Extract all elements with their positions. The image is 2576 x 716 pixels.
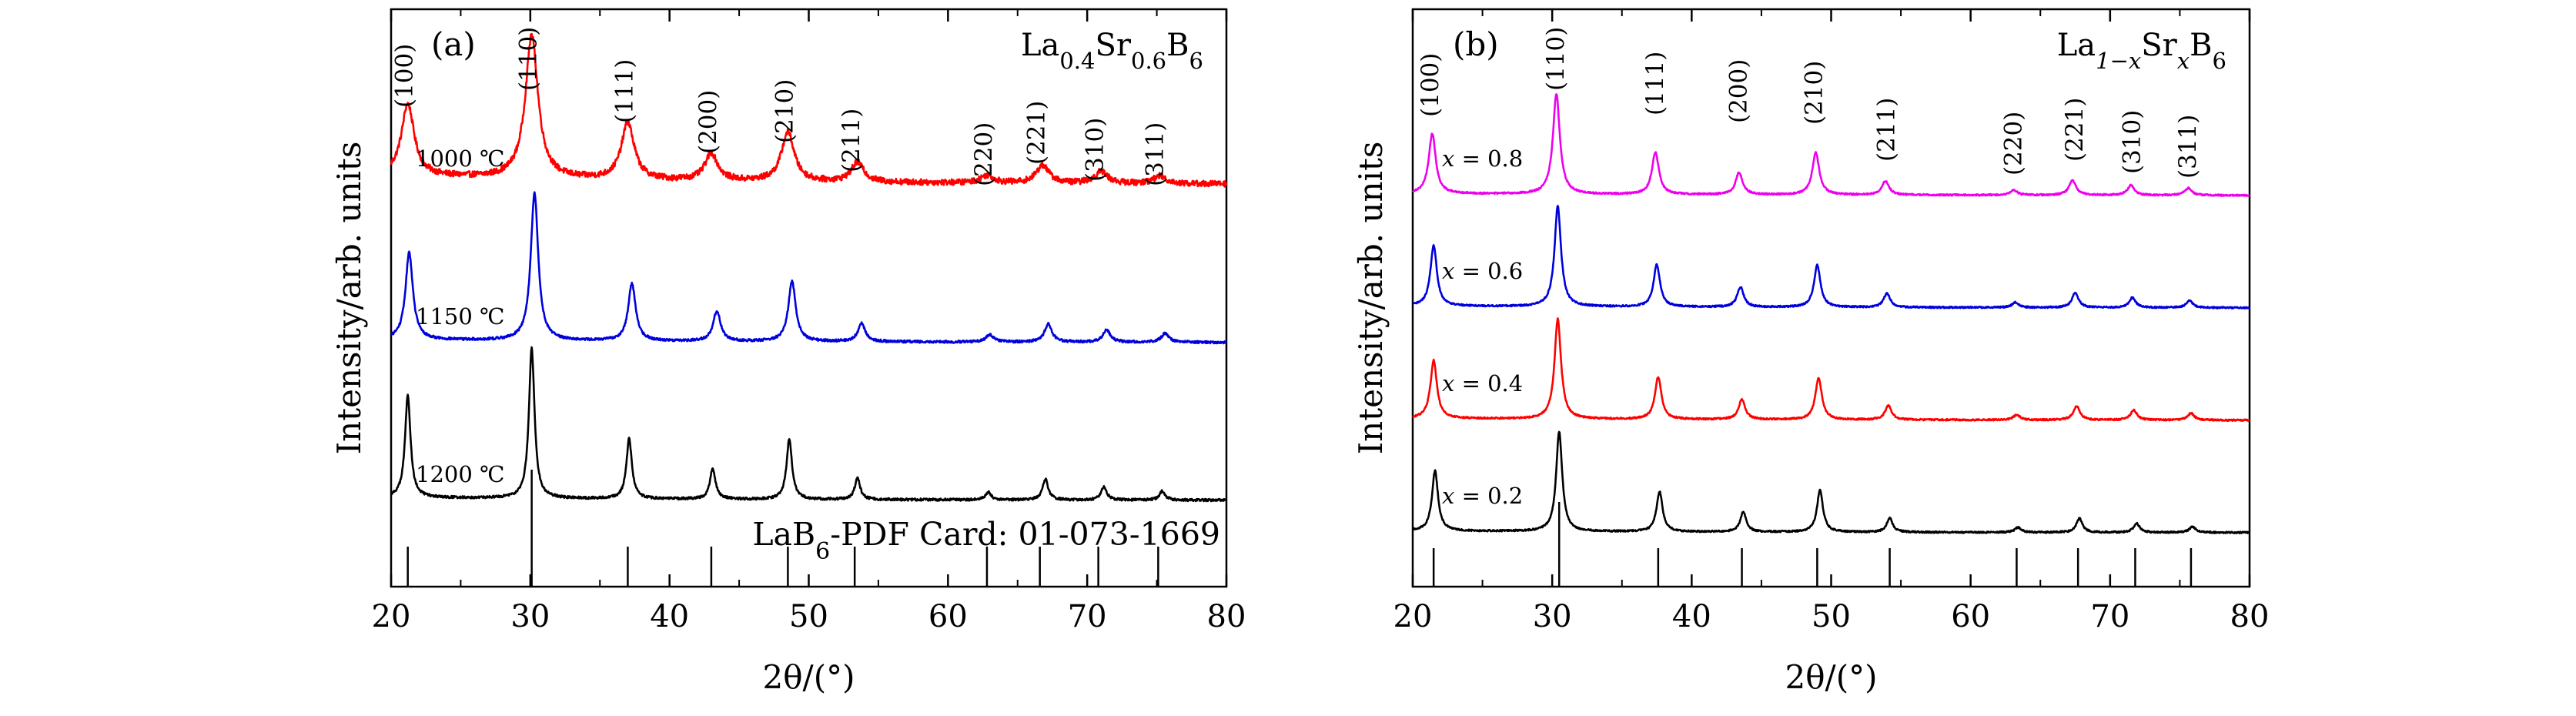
series-label-val: = 0.2	[1454, 483, 1523, 509]
peak-label: (211)	[838, 109, 865, 172]
series-label: x = 0.4	[1442, 370, 1523, 396]
x-tick-label: 60	[1951, 599, 1990, 634]
series-trace	[1412, 317, 2250, 422]
formula-part-0: La	[1021, 28, 1059, 63]
y-axis-title: Intensity/arb. units	[1352, 142, 1390, 455]
x-tick-label: 70	[1068, 599, 1107, 634]
x-tick-label: 50	[789, 599, 828, 634]
series-label-var: x	[1442, 146, 1454, 172]
peak-label: (200)	[1725, 59, 1753, 123]
x-tick-label: 70	[2090, 599, 2129, 634]
formula-sub-2: 6	[2213, 48, 2226, 74]
plot-frame	[390, 8, 1228, 588]
peak-label: (100)	[391, 44, 419, 108]
formula-sub-0: 6	[815, 538, 830, 565]
series-trace	[390, 191, 1227, 345]
series-label-val: = 0.8	[1454, 146, 1523, 172]
formula-sub-0: 1−x	[2096, 48, 2141, 74]
x-tick-label: 30	[510, 599, 550, 634]
peak-label: (210)	[1800, 61, 1828, 125]
peak-label: (221)	[2061, 98, 2089, 162]
peak-label: (310)	[2118, 110, 2146, 174]
peak-label: (211)	[1873, 98, 1901, 162]
x-tick-label: 80	[1207, 599, 1246, 634]
panel-tag: (a)	[431, 25, 476, 63]
series-label: x = 0.2	[1442, 483, 1523, 509]
x-tick-label: 20	[1393, 599, 1433, 634]
series-label: x = 0.8	[1442, 146, 1523, 172]
series-label-val: = 0.4	[1454, 370, 1523, 396]
x-tick-label: 60	[928, 599, 968, 634]
series-label: 1000 ℃	[416, 146, 504, 172]
formula-part-2: B	[1166, 28, 1189, 63]
x-axis-title: 2θ/(°)	[1785, 658, 1878, 696]
series-label-val: = 0.6	[1454, 258, 1523, 284]
panel-b: 20 30 40 50 60 70 80 2θ/(°) Intensity/arb. units…	[1352, 8, 2270, 696]
x-tick-label: 50	[1812, 599, 1851, 634]
formula-part-1: Sr	[1095, 28, 1131, 63]
reference-card-label: LaB6-PDF Card: 01-073-1669	[752, 516, 1220, 565]
series-trace	[1412, 205, 2251, 309]
plot-frame	[1411, 8, 2251, 588]
formula-sub-2: 6	[1189, 48, 1203, 74]
x-tick-label: 40	[1672, 599, 1711, 634]
peak-label: (210)	[771, 79, 798, 143]
sample-formula: La1−xSrxB6	[2057, 28, 2226, 74]
formula-part-1: -PDF Card: 01-073-1669	[830, 516, 1220, 553]
formula-part-1: Sr	[2141, 28, 2177, 63]
peak-label: (110)	[515, 27, 543, 91]
sample-formula: La0.4Sr0.6B6	[1021, 28, 1203, 74]
peak-label: (220)	[1999, 112, 2027, 176]
formula-part-0: La	[2057, 28, 2096, 63]
series-trace	[390, 32, 1228, 188]
series-trace	[1412, 430, 2251, 534]
formula-sub-0: 0.4	[1059, 48, 1095, 74]
peak-label: (110)	[1542, 27, 1570, 91]
series-trace	[1411, 93, 2250, 197]
y-axis-title: Intensity/arb. units	[330, 142, 368, 455]
formula-part-0: LaB	[752, 516, 815, 553]
series-label: 1150 ℃	[416, 303, 504, 330]
panel-tag: (b)	[1453, 25, 1499, 63]
formula-part-2: B	[2190, 28, 2212, 63]
peak-label: (111)	[611, 59, 638, 123]
series-label-var: x	[1442, 258, 1454, 284]
peak-label: (100)	[1417, 53, 1444, 117]
x-tick-label: 80	[2230, 599, 2270, 634]
peak-label: (311)	[2174, 115, 2202, 179]
peak-label: (310)	[1082, 118, 1109, 182]
peak-label: (220)	[970, 122, 998, 186]
peak-label: (111)	[1641, 52, 1669, 115]
series-label: x = 0.6	[1442, 258, 1523, 284]
series-label: 1200 ℃	[416, 461, 504, 487]
series-label-var: x	[1442, 483, 1454, 509]
x-tick-label: 20	[372, 599, 411, 634]
panel-a: 20 30 40 50 60 70 80 2θ/(°) Intensity/arb. units…	[330, 8, 1246, 696]
formula-sub-1: x	[2177, 48, 2190, 74]
series-trace	[390, 346, 1228, 503]
peak-label: (311)	[1141, 122, 1169, 186]
formula-sub-1: 0.6	[1131, 48, 1166, 74]
peak-label: (200)	[694, 90, 722, 154]
x-tick-label: 40	[650, 599, 689, 634]
x-tick-label: 30	[1533, 599, 1572, 634]
peak-label: (221)	[1023, 101, 1051, 165]
series-label-var: x	[1442, 370, 1454, 396]
x-axis-title: 2θ/(°)	[763, 658, 855, 696]
